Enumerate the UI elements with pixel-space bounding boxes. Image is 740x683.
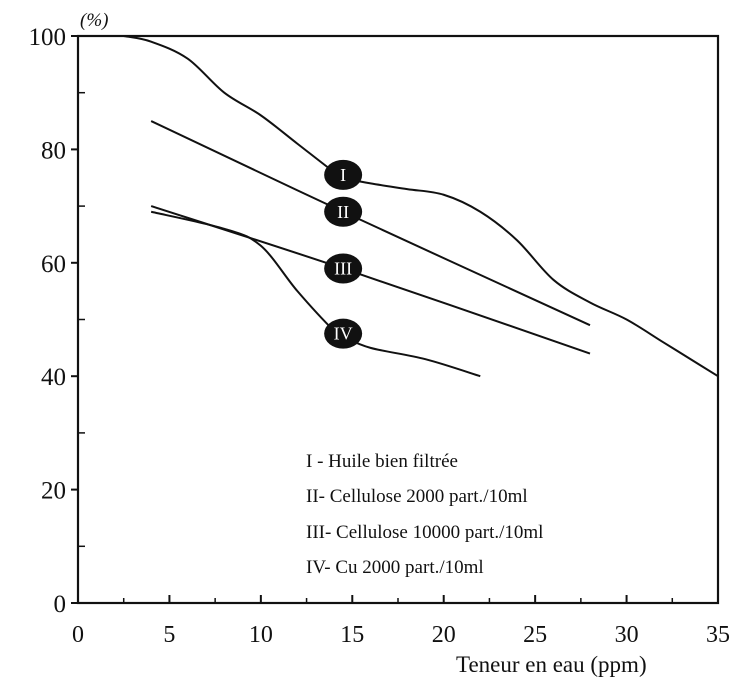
series-line-I xyxy=(123,35,719,378)
y-axis-ticks: 0 20 40 60 80 100 xyxy=(29,24,78,618)
x-tick-label: 20 xyxy=(432,622,456,648)
series-marker-III: III xyxy=(324,253,363,284)
x-tick-label: 35 xyxy=(706,622,730,648)
x-axis-label: Teneur en eau (ppm) xyxy=(456,652,647,677)
series-line-IV xyxy=(150,210,481,378)
y-tick-label: 40 xyxy=(41,364,66,391)
marker-label: I xyxy=(340,165,346,185)
series-line-III xyxy=(150,205,591,355)
series-line-II xyxy=(150,120,591,327)
series-marker-IV: IV xyxy=(324,318,363,349)
legend-entry-1: I - Huile bien filtrée xyxy=(306,451,458,472)
x-axis-ticks: 0 5 10 15 20 25 30 35 xyxy=(72,595,730,648)
y-tick-label: 80 xyxy=(41,137,66,164)
marker-badge xyxy=(324,159,363,190)
marker-label: IV xyxy=(334,324,353,344)
plot-area xyxy=(76,34,720,605)
legend-entry-2: II- Cellulose 2000 part./10ml xyxy=(306,486,528,507)
marker-badge xyxy=(324,318,363,349)
y-tick-label: 20 xyxy=(41,478,66,505)
x-minor-ticks xyxy=(122,598,674,603)
x-tick-label: 0 xyxy=(72,622,84,648)
y-tick-label: 0 xyxy=(54,591,67,618)
series-group xyxy=(123,35,719,378)
y-tick-label: 100 xyxy=(29,24,67,51)
x-tick-label: 15 xyxy=(340,622,364,648)
y-tick-label: 60 xyxy=(41,251,66,278)
marker-badge xyxy=(324,196,363,227)
x-tick-label: 25 xyxy=(523,622,547,648)
x-tick-label: 10 xyxy=(249,622,273,648)
x-tick-label: 5 xyxy=(163,622,175,648)
marker-badge xyxy=(324,253,363,284)
y-minor-ticks xyxy=(78,91,85,548)
x-tick-label: 30 xyxy=(615,622,639,648)
marker-label: III xyxy=(334,258,352,278)
legend-entry-3: III- Cellulose 10000 part./10ml xyxy=(306,522,543,543)
series-marker-II: II xyxy=(324,196,363,227)
marker-label: II xyxy=(337,202,349,222)
legend-entry-4: IV- Cu 2000 part./10ml xyxy=(306,557,484,578)
y-axis-label: (%) xyxy=(80,10,108,31)
series-marker-I: I xyxy=(324,159,363,190)
